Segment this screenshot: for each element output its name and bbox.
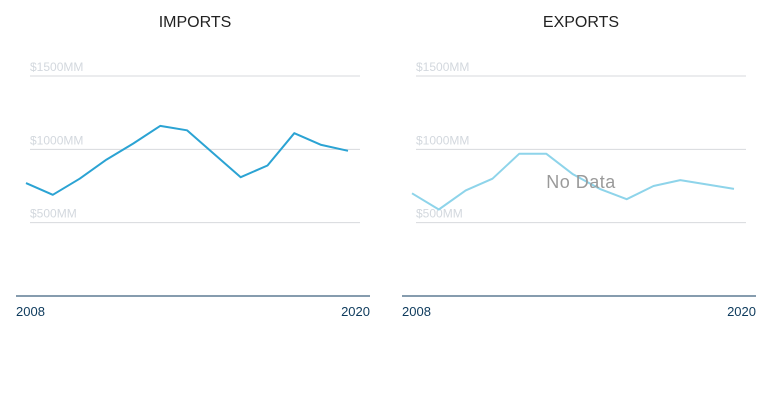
exports-no-data-label: No Data bbox=[546, 172, 616, 192]
imports-ytick-label: $1500MM bbox=[30, 60, 83, 74]
exports-series-line bbox=[411, 152, 735, 211]
exports-xtick-label: 2020 bbox=[727, 304, 756, 319]
imports-ytick-label: $500MM bbox=[30, 207, 77, 221]
imports-chart-svg: $500MM $1000MM $1500MM 2008 2020 bbox=[16, 60, 370, 319]
imports-chart-title: IMPORTS bbox=[158, 14, 232, 31]
exports-chart-svg: $500MM $1000MM $1500MM 2008 2020 bbox=[402, 60, 756, 319]
exports-chart-panel: EXPORTS $500MM $1000MM $1500MM 2008 2020 No … bbox=[396, 0, 764, 340]
exports-ytick-label: $1000MM bbox=[416, 133, 469, 147]
exports-ytick-label: $500MM bbox=[416, 207, 463, 221]
exports-xtick-label: 2008 bbox=[402, 304, 431, 319]
imports-series-line bbox=[25, 124, 349, 196]
exports-chart-title: EXPORTS bbox=[542, 14, 620, 31]
imports-xtick-label: 2020 bbox=[341, 304, 370, 319]
imports-ytick-label: $1000MM bbox=[30, 133, 83, 147]
exports-ytick-label: $1500MM bbox=[416, 60, 469, 74]
imports-chart-panel: IMPORTS $500MM $1000MM $1500MM 2008 2020 bbox=[10, 0, 380, 340]
imports-xtick-label: 2008 bbox=[16, 304, 45, 319]
